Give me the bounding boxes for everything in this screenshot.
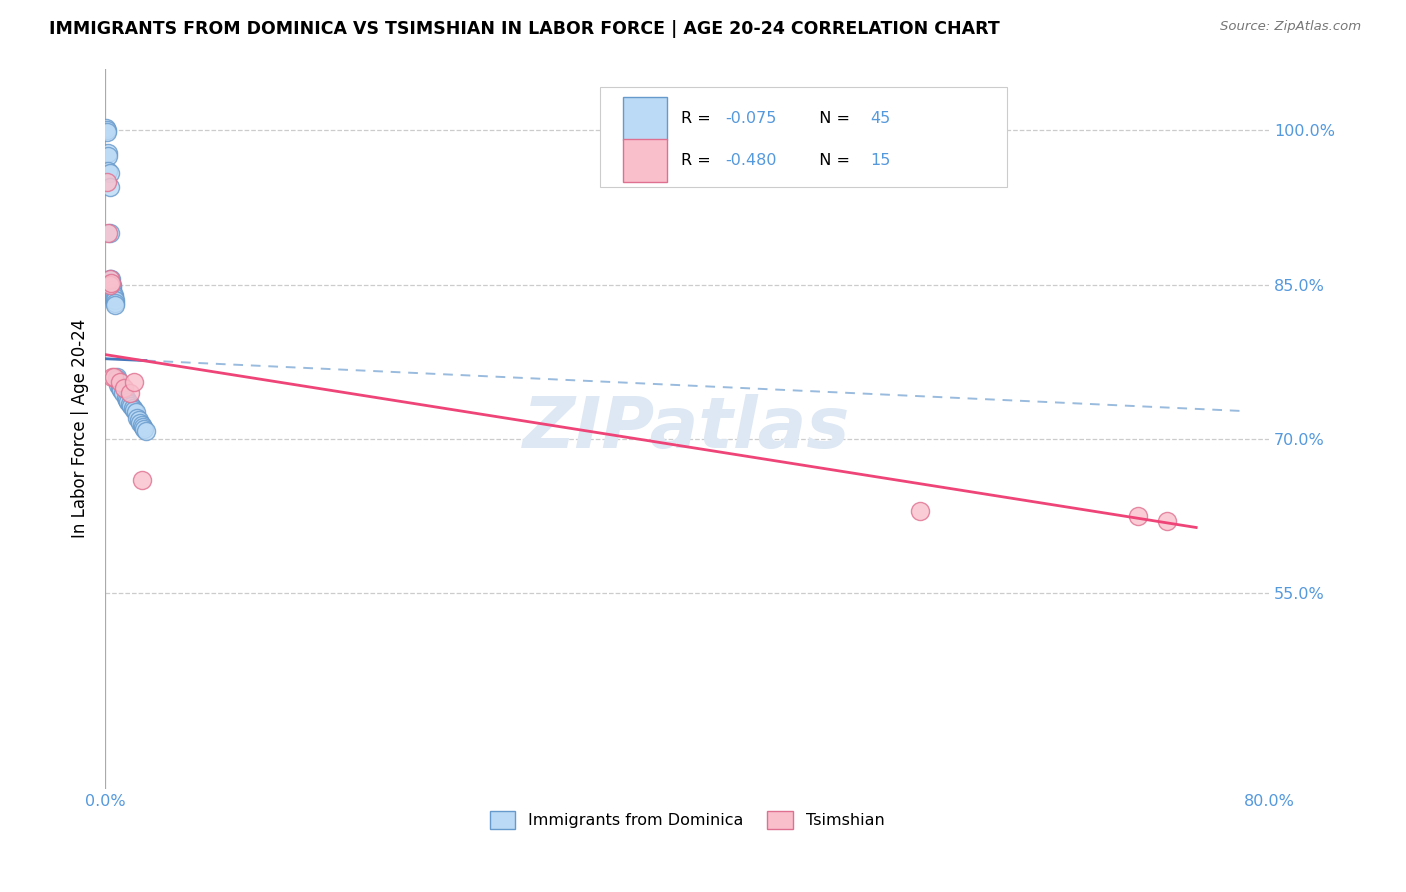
Text: Source: ZipAtlas.com: Source: ZipAtlas.com — [1220, 20, 1361, 33]
Point — [129, 416, 152, 430]
Point — [1126, 509, 1149, 524]
Point — [103, 290, 125, 304]
Point — [105, 372, 128, 386]
Point — [100, 279, 122, 293]
Point — [97, 145, 120, 160]
Point — [97, 164, 120, 178]
Point — [1156, 514, 1178, 528]
Y-axis label: In Labor Force | Age 20-24: In Labor Force | Age 20-24 — [72, 319, 89, 538]
Point — [98, 277, 121, 292]
Legend: Immigrants from Dominica, Tsimshian: Immigrants from Dominica, Tsimshian — [484, 805, 891, 835]
Bar — [623, 139, 668, 182]
Text: R =: R = — [682, 111, 716, 126]
Point — [96, 175, 118, 189]
Point — [131, 473, 153, 487]
Point — [118, 385, 141, 400]
Point — [98, 166, 121, 180]
Point — [115, 392, 138, 407]
Text: IMMIGRANTS FROM DOMINICA VS TSIMSHIAN IN LABOR FORCE | AGE 20-24 CORRELATION CHA: IMMIGRANTS FROM DOMINICA VS TSIMSHIAN IN… — [49, 20, 1000, 37]
Point — [128, 413, 150, 427]
Point — [134, 422, 156, 436]
Point — [94, 121, 117, 136]
Point — [105, 370, 128, 384]
Point — [96, 125, 118, 139]
Point — [908, 504, 931, 518]
Point — [112, 380, 135, 394]
Point — [101, 277, 124, 292]
Point — [108, 380, 131, 394]
Bar — [623, 96, 668, 140]
Text: N =: N = — [810, 111, 855, 126]
Point — [101, 285, 124, 300]
Point — [124, 403, 146, 417]
Text: -0.480: -0.480 — [725, 153, 778, 168]
Point — [108, 376, 131, 390]
Point — [132, 419, 155, 434]
Point — [125, 405, 148, 419]
Point — [104, 298, 127, 312]
Point — [135, 424, 157, 438]
Point — [110, 383, 132, 397]
Point — [114, 391, 136, 405]
Text: N =: N = — [810, 153, 855, 168]
Point — [127, 411, 149, 425]
Point — [98, 272, 121, 286]
Text: -0.075: -0.075 — [725, 111, 778, 126]
Point — [124, 376, 146, 390]
Point — [120, 399, 142, 413]
FancyBboxPatch shape — [600, 87, 1007, 187]
Text: 15: 15 — [870, 153, 890, 168]
Point — [103, 288, 125, 302]
Point — [101, 279, 124, 293]
Point — [104, 296, 127, 310]
Point — [103, 370, 125, 384]
Text: ZIPatlas: ZIPatlas — [523, 394, 851, 463]
Point — [101, 283, 124, 297]
Point — [104, 293, 127, 307]
Point — [101, 370, 124, 384]
Point — [100, 276, 122, 290]
Point — [97, 149, 120, 163]
Point — [121, 401, 143, 416]
Point — [96, 123, 118, 137]
Point — [117, 395, 139, 409]
Point — [98, 226, 121, 240]
Point — [100, 272, 122, 286]
Text: R =: R = — [682, 153, 716, 168]
Point — [118, 397, 141, 411]
Text: 45: 45 — [870, 111, 890, 126]
Point — [100, 276, 122, 290]
Point — [131, 417, 153, 432]
Point — [97, 226, 120, 240]
Point — [103, 293, 125, 307]
Point — [98, 272, 121, 286]
Point — [98, 179, 121, 194]
Point — [111, 385, 134, 400]
Point — [100, 283, 122, 297]
Point — [107, 378, 129, 392]
